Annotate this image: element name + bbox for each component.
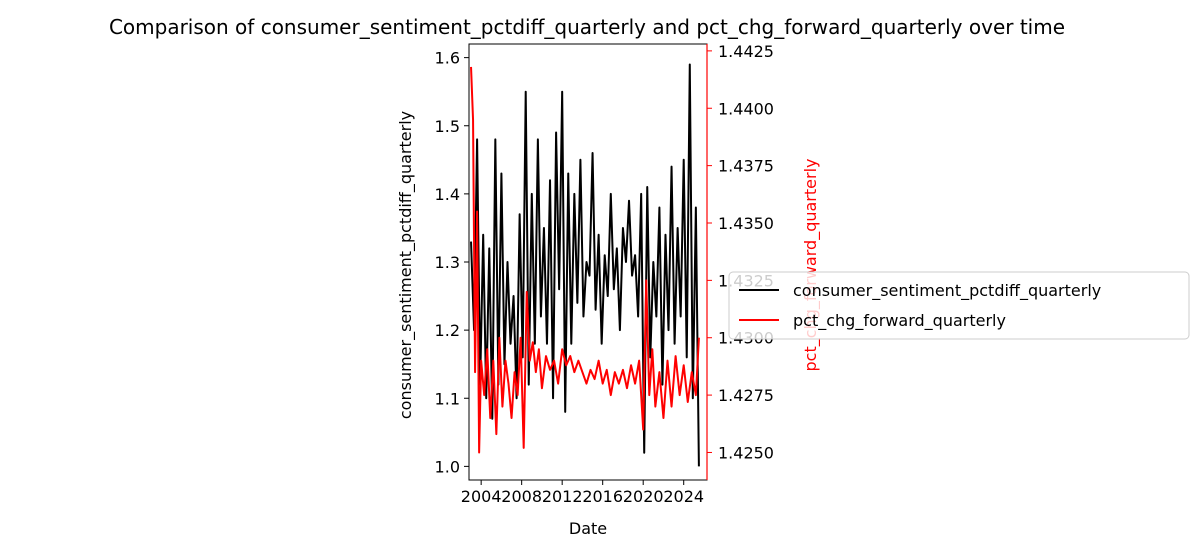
y-tick-label: 1.5: [435, 117, 460, 136]
x-axis-ticks: 2004 2008 2012 2016 2020 2024: [461, 480, 704, 506]
series-line-0: [470, 63, 700, 467]
y2-tick-label: 1.4250: [718, 443, 774, 462]
y2-axis-ticks: 1.42501.42751.43001.43251.43501.43751.44…: [707, 42, 774, 462]
y2-tick-label: 1.4425: [718, 42, 774, 61]
y-tick-label: 1.0: [435, 457, 460, 476]
y-tick-label: 1.2: [435, 321, 460, 340]
series-line-1: [470, 66, 700, 454]
x-tick-label: 2008: [501, 487, 542, 506]
x-tick-label: 2012: [542, 487, 583, 506]
plot-frame: [468, 43, 708, 481]
y-tick-label: 1.6: [435, 49, 460, 68]
y-tick-label: 1.3: [435, 253, 460, 272]
x-tick-label: 2004: [461, 487, 502, 506]
legend: consumer_sentiment_pctdiff_quarterly pct…: [728, 271, 1190, 340]
y2-tick-label: 1.4375: [718, 157, 774, 176]
series-layer: [470, 63, 700, 467]
y2-tick-label: 1.4350: [718, 214, 774, 233]
y-tick-label: 1.4: [435, 185, 460, 204]
y2-tick-label: 1.4275: [718, 386, 774, 405]
y-axis-label: consumer_sentiment_pctdiff_quarterly: [396, 111, 416, 419]
legend-box: [728, 271, 1190, 340]
legend-label-consumer-sentiment: consumer_sentiment_pctdiff_quarterly: [793, 281, 1101, 301]
y2-axis-label: pct_chg_forward_quarterly: [801, 159, 821, 372]
chart-title: Comparison of consumer_sentiment_pctdiff…: [109, 15, 1065, 39]
x-tick-label: 2024: [663, 487, 704, 506]
y2-tick-label: 1.4400: [718, 99, 774, 118]
legend-label-pct-chg-forward: pct_chg_forward_quarterly: [793, 311, 1006, 331]
y-axis-ticks: 1.0 1.1 1.2 1.3 1.4 1.5 1.6: [435, 49, 469, 476]
y-tick-label: 1.1: [435, 389, 460, 408]
x-axis-label: Date: [569, 519, 607, 538]
x-tick-label: 2016: [582, 487, 623, 506]
x-tick-label: 2020: [623, 487, 664, 506]
